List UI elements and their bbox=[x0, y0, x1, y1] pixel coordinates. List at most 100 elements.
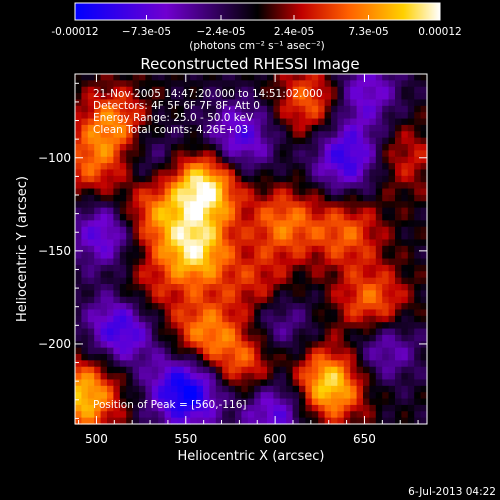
heatmap-cell bbox=[203, 296, 210, 304]
heatmap-cell bbox=[126, 290, 134, 298]
heatmap-cell bbox=[190, 296, 198, 304]
heatmap-cell bbox=[171, 315, 178, 323]
heatmap-cell bbox=[273, 315, 281, 323]
heatmap-cell bbox=[388, 188, 396, 196]
heatmap-cell bbox=[228, 239, 236, 247]
heatmap-cell bbox=[267, 99, 274, 107]
heatmap-cell bbox=[158, 264, 166, 272]
heatmap-cell bbox=[388, 328, 396, 336]
heatmap-cell bbox=[241, 99, 249, 107]
heatmap-cell bbox=[215, 99, 223, 107]
heatmap-cell bbox=[407, 373, 415, 381]
heatmap-cell bbox=[126, 207, 134, 215]
heatmap-cell bbox=[299, 290, 306, 298]
heatmap-cell bbox=[215, 105, 223, 113]
heatmap-cell bbox=[337, 156, 345, 164]
heatmap-cell bbox=[267, 86, 274, 94]
heatmap-cell bbox=[267, 105, 274, 113]
heatmap-cell bbox=[279, 214, 287, 221]
heatmap-cell bbox=[318, 86, 326, 94]
heatmap-cell bbox=[235, 366, 242, 374]
heatmap-cell bbox=[260, 296, 268, 304]
heatmap-cell bbox=[292, 194, 300, 202]
heatmap-cell bbox=[215, 175, 223, 183]
heatmap-cell bbox=[132, 258, 140, 266]
heatmap-cell bbox=[228, 296, 236, 304]
heatmap-cell bbox=[305, 194, 313, 202]
heatmap-cell bbox=[375, 131, 383, 139]
heatmap-cell bbox=[196, 341, 204, 349]
heatmap-cell bbox=[279, 131, 287, 139]
heatmap-cell bbox=[363, 233, 370, 241]
heatmap-cell bbox=[382, 309, 390, 317]
heatmap-cell bbox=[382, 169, 390, 177]
heatmap-cell bbox=[241, 309, 249, 317]
heatmap-cell bbox=[235, 347, 242, 355]
heatmap-cell bbox=[363, 207, 370, 215]
heatmap-cell bbox=[254, 258, 262, 266]
heatmap-cell bbox=[113, 404, 121, 412]
heatmap-cell bbox=[190, 137, 198, 145]
heatmap-cell bbox=[286, 175, 294, 183]
heatmap-cell bbox=[273, 239, 281, 247]
heatmap-cell bbox=[286, 105, 294, 113]
heatmap-cell bbox=[318, 169, 326, 177]
heatmap-cell bbox=[119, 322, 127, 330]
heatmap-cell bbox=[190, 112, 198, 120]
heatmap-cell bbox=[311, 99, 319, 107]
heatmap-cell bbox=[113, 417, 121, 425]
heatmap-cell bbox=[215, 258, 223, 266]
heatmap-cell bbox=[158, 271, 166, 279]
heatmap-cell bbox=[375, 239, 383, 247]
heatmap-cell bbox=[279, 366, 287, 374]
heatmap-cell bbox=[247, 137, 255, 145]
heatmap-cell bbox=[420, 379, 428, 387]
heatmap-cell bbox=[164, 404, 172, 412]
heatmap-cell bbox=[126, 80, 134, 88]
heatmap-cell bbox=[203, 137, 210, 145]
heatmap-cell bbox=[324, 373, 332, 381]
heatmap-cell bbox=[222, 239, 230, 247]
heatmap-cell bbox=[247, 131, 255, 139]
heatmap-cell bbox=[126, 322, 134, 330]
heatmap-cell bbox=[203, 271, 210, 279]
heatmap-cell bbox=[305, 258, 313, 266]
heatmap-cell bbox=[107, 169, 114, 177]
heatmap-cell bbox=[196, 220, 204, 228]
heatmap-cell bbox=[183, 303, 191, 311]
heatmap-cell bbox=[273, 144, 281, 151]
heatmap-cell bbox=[222, 404, 230, 412]
heatmap-cell bbox=[420, 271, 428, 279]
heatmap-cell bbox=[119, 93, 127, 101]
heatmap-cell bbox=[222, 271, 230, 279]
heatmap-cell bbox=[164, 373, 172, 381]
heatmap-cell bbox=[100, 385, 108, 393]
heatmap-cell bbox=[177, 86, 185, 94]
heatmap-cell bbox=[388, 385, 396, 393]
heatmap-cell bbox=[369, 163, 377, 171]
heatmap-cell bbox=[107, 131, 114, 139]
heatmap-cell bbox=[350, 182, 358, 190]
heatmap-cell bbox=[311, 93, 319, 101]
heatmap-cell bbox=[343, 137, 351, 145]
heatmap-cell bbox=[113, 182, 121, 190]
heatmap-cell bbox=[247, 226, 255, 234]
heatmap-cell bbox=[164, 118, 172, 126]
heatmap-cell bbox=[241, 290, 249, 298]
heatmap-cell bbox=[132, 341, 140, 349]
heatmap-cell bbox=[113, 258, 121, 266]
heatmap-cell bbox=[158, 182, 166, 190]
heatmap-cell bbox=[414, 80, 422, 88]
heatmap-cell bbox=[254, 309, 262, 317]
heatmap-cell bbox=[177, 220, 185, 228]
heatmap-cell bbox=[299, 366, 306, 374]
heatmap-cell bbox=[286, 411, 294, 419]
heatmap-cell bbox=[215, 290, 223, 298]
heatmap-cell bbox=[126, 124, 134, 132]
heatmap-cell bbox=[267, 277, 274, 285]
heatmap-cell bbox=[100, 131, 108, 139]
heatmap-cell bbox=[107, 271, 114, 279]
heatmap-cell bbox=[190, 322, 198, 330]
heatmap-cell bbox=[190, 373, 198, 381]
heatmap-cell bbox=[299, 398, 306, 406]
